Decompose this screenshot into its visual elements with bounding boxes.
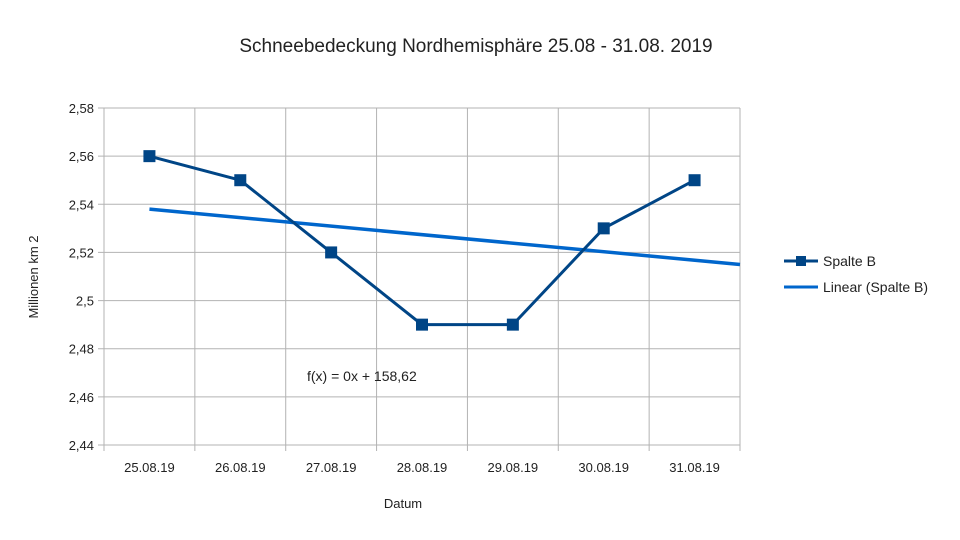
y-axis-label: Millionen km 2 [26,235,41,318]
gridlines [98,107,741,451]
x-tick-label: 31.08.19 [669,460,720,475]
data-point [416,318,428,331]
legend-series-label: Spalte B [823,253,876,269]
data-point [506,318,519,331]
trendline-equation: f(x) = 0x + 158,62 [307,368,417,384]
y-tick-label: 2,52 [69,245,94,260]
trendline-group [149,207,741,267]
x-axis-label: Datum [384,496,422,511]
y-tick-label: 2,5 [76,294,94,309]
data-point [688,174,701,187]
x-tick-label: 27.08.19 [306,460,357,475]
series-group [143,150,701,331]
x-tick-label: 30.08.19 [578,460,629,475]
legend-series-marker [796,256,806,266]
chart-title: Schneebedeckung Nordhemisphäre 25.08 - 3… [239,36,712,57]
y-tick-label: 2,44 [69,438,94,453]
y-tick-label: 2,46 [69,390,94,405]
y-tick-label: 2,56 [69,149,94,164]
y-tick-label: 2,48 [69,342,94,357]
legend: Spalte B Linear (Spalte B) [784,253,928,295]
data-point [597,222,610,235]
y-tick-label: 2,58 [69,101,94,116]
trendline [149,207,741,267]
x-tick-label: 25.08.19 [124,460,175,475]
x-tick-label: 28.08.19 [397,460,448,475]
x-tick-label: 26.08.19 [215,460,266,475]
y-tick-label: 2,54 [69,197,94,212]
data-point [234,174,247,187]
data-point [325,246,338,259]
x-tick-label: 29.08.19 [488,460,539,475]
x-axis-ticks: 25.08.19 26.08.19 27.08.19 28.08.19 29.08.19… [124,460,720,475]
y-axis-ticks: 2,44 2,46 2,48 2,5 2,52 2,54 2,56 2,58 [69,101,94,453]
legend-trend-label: Linear (Spalte B) [823,279,928,295]
data-point [143,150,156,163]
